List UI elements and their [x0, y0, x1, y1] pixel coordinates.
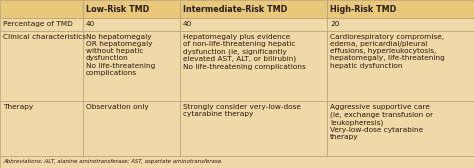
Bar — [327, 31, 474, 101]
Text: Strongly consider very-low-dose
cytarabine therapy: Strongly consider very-low-dose cytarabi… — [183, 104, 301, 117]
Text: Aggressive supportive care
(ie, exchange transfusion or
leukopheresis)
Very-low-: Aggressive supportive care (ie, exchange… — [330, 104, 433, 140]
Text: 40: 40 — [183, 21, 192, 27]
Text: High-Risk TMD: High-Risk TMD — [330, 5, 396, 14]
Bar — [0, 0, 83, 18]
Bar — [180, 0, 327, 18]
Text: No hepatomegaly
OR hepatomegaly
without hepatic
dysfunction
No life-threatening
: No hepatomegaly OR hepatomegaly without … — [86, 34, 155, 76]
Bar — [327, 0, 474, 18]
Text: Observation only: Observation only — [86, 104, 149, 110]
Text: Hepatomegaly plus evidence
of non-life-threatening hepatic
dysfunction (ie, sign: Hepatomegaly plus evidence of non-life-t… — [183, 34, 306, 70]
Bar — [83, 101, 180, 156]
Bar — [0, 101, 83, 156]
Text: Intermediate-Risk TMD: Intermediate-Risk TMD — [183, 5, 287, 14]
Bar — [0, 31, 83, 101]
Text: Abbreviations: ALT, alanine aminotransferase; AST, aspartate aminotransferase.: Abbreviations: ALT, alanine aminotransfe… — [3, 159, 223, 164]
Text: Low-Risk TMD: Low-Risk TMD — [86, 5, 149, 14]
Text: Therapy: Therapy — [3, 104, 33, 110]
Bar — [327, 101, 474, 156]
Text: Percentage of TMD: Percentage of TMD — [3, 21, 73, 27]
Text: 40: 40 — [86, 21, 95, 27]
Bar — [180, 101, 327, 156]
Bar — [83, 0, 180, 18]
Bar — [0, 156, 474, 168]
Text: 20: 20 — [330, 21, 339, 27]
Bar — [0, 18, 83, 31]
Bar — [83, 18, 180, 31]
Bar — [327, 18, 474, 31]
Bar — [83, 31, 180, 101]
Text: Clinical characteristics: Clinical characteristics — [3, 34, 86, 40]
Bar — [180, 18, 327, 31]
Bar — [180, 31, 327, 101]
Text: Cardiorespiratory compromise,
edema, pericardial/pleural
effusions, hyperleukocy: Cardiorespiratory compromise, edema, per… — [330, 34, 445, 69]
